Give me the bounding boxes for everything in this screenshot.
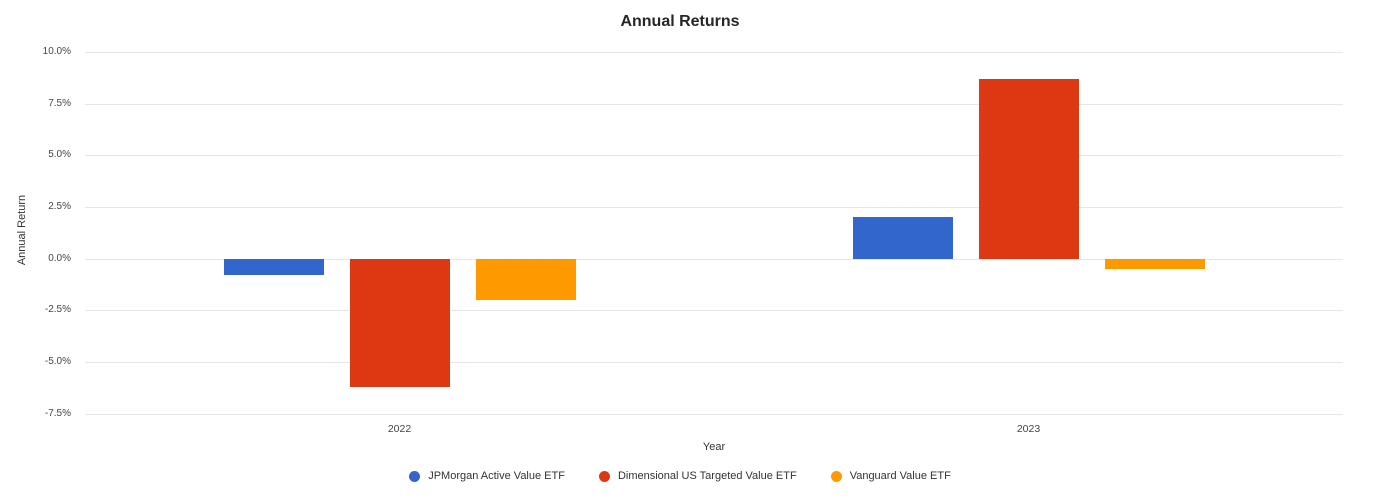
gridline	[85, 103, 1343, 105]
gridline	[85, 52, 1343, 53]
legend-marker-circle-icon	[598, 470, 610, 482]
bar-2022-series-0	[223, 258, 324, 276]
bar-2023-series-1	[978, 78, 1079, 259]
y-axis-tick-label: 5.0%	[48, 149, 71, 161]
bar-2022-series-2	[475, 258, 576, 300]
y-axis-tick-label: 10.0%	[42, 46, 71, 57]
legend-item-series-0: JPMorgan Active Value ETF	[409, 470, 565, 482]
x-axis-tick-label: 2023	[1016, 423, 1041, 435]
x-axis-title: Year	[702, 441, 726, 453]
y-axis-tick-label: -2.5%	[44, 304, 71, 316]
gridline	[85, 310, 1343, 312]
y-axis-tick-label: -5.0%	[44, 355, 71, 367]
bar-2022-series-1	[349, 258, 450, 387]
y-axis-tick-label: 2.5%	[48, 200, 71, 212]
legend-marker-circle-icon	[409, 470, 421, 482]
gridline	[85, 206, 1343, 208]
legend-label: Dimensional US Targeted Value ETF	[617, 470, 797, 482]
y-axis-tick-label: 7.5%	[48, 97, 71, 109]
legend-marker-circle-icon	[830, 470, 842, 482]
bar-2023-series-2	[1104, 258, 1205, 269]
y-axis-tick-label: 0.0%	[48, 252, 71, 264]
gridline	[85, 361, 1343, 363]
legend-label: Vanguard Value ETF	[849, 470, 951, 482]
legend-item-series-2: Vanguard Value ETF	[830, 470, 951, 482]
legend-label: JPMorgan Active Value ETF	[428, 470, 565, 482]
bar-2023-series-0	[852, 217, 953, 259]
gridline	[85, 258, 1343, 260]
chart-title: Annual Returns	[620, 13, 740, 30]
x-axis-tick-label: 2022	[387, 423, 412, 435]
chart-legend: JPMorgan Active Value ETF Dimensional US …	[0, 470, 1360, 482]
legend-item-series-1: Dimensional US Targeted Value ETF	[598, 470, 797, 482]
gridline	[85, 155, 1343, 157]
y-axis-tick-label: -7.5%	[44, 407, 71, 419]
gridline	[85, 413, 1343, 415]
